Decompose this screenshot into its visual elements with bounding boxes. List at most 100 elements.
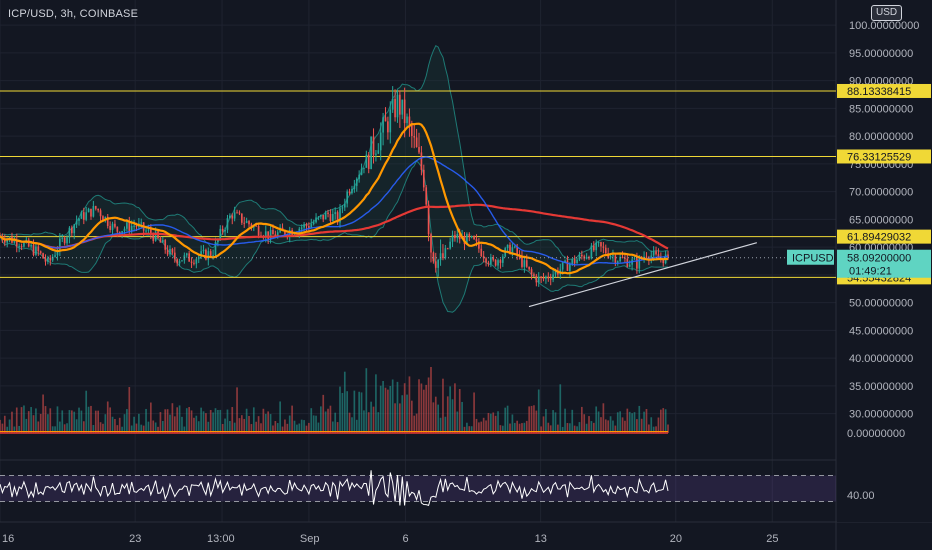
volume-bar: [363, 410, 365, 433]
volume-bar: [607, 420, 610, 433]
candle-body: [322, 214, 325, 220]
volume-bar: [233, 422, 236, 433]
volume-bar: [102, 423, 104, 433]
volume-bar: [315, 415, 317, 433]
candle-body: [90, 208, 92, 217]
candle-body: [537, 276, 540, 283]
volume-bar: [308, 422, 310, 433]
candle-body: [317, 216, 320, 218]
volume-bar: [434, 396, 437, 433]
candle-body: [171, 248, 174, 253]
volume-bar: [592, 422, 595, 433]
candle-body: [334, 212, 337, 215]
volume-bar: [394, 403, 396, 433]
price-tick-label: 100.00000000: [849, 20, 919, 32]
volume-bar: [97, 410, 100, 433]
candle-body: [114, 223, 116, 227]
volume-bar: [523, 422, 526, 433]
candle-body: [243, 222, 246, 224]
volume-bar: [439, 417, 442, 433]
candle-body: [329, 213, 332, 222]
volume-bar: [468, 426, 471, 433]
candle-body: [571, 259, 574, 264]
volume-bar: [193, 417, 195, 433]
candle-body: [573, 259, 576, 264]
candle-body: [42, 253, 44, 259]
candle-body: [339, 208, 341, 223]
candle-body: [205, 249, 207, 260]
candle-body: [578, 254, 581, 260]
volume-bar: [92, 424, 95, 433]
volume-bar: [401, 395, 404, 433]
volume-bar: [370, 401, 372, 433]
volume-bar: [559, 384, 562, 433]
volume-bar: [185, 408, 188, 433]
candle-body: [123, 228, 126, 232]
volume-bar: [231, 407, 234, 433]
candle-body: [360, 168, 363, 175]
volume-bar: [300, 419, 303, 433]
volume-bar: [59, 421, 61, 433]
candle-body: [372, 136, 375, 155]
price-tick-label: 40.00000000: [849, 353, 913, 365]
volume-bar: [485, 420, 487, 433]
volume-bar: [238, 418, 241, 433]
candle-body: [391, 98, 394, 110]
volume-bar: [42, 394, 44, 433]
price-tick-label: 85.00000000: [849, 103, 913, 115]
candle-body: [566, 260, 569, 271]
candle-body: [310, 224, 313, 228]
candle-body: [336, 212, 339, 223]
candle-body: [355, 178, 358, 186]
volume-bar: [410, 400, 413, 433]
volume-bar: [245, 408, 248, 433]
candle-body: [181, 260, 183, 262]
candle-body: [164, 240, 167, 250]
candle-body: [331, 214, 334, 222]
candle-body: [219, 228, 222, 239]
volume-bar: [109, 407, 111, 433]
candle-body: [549, 278, 552, 280]
candle-body: [116, 226, 119, 232]
volume-bar: [557, 424, 559, 433]
candle-body: [458, 234, 461, 240]
candle-body: [78, 218, 80, 221]
volume-bar: [387, 389, 389, 433]
volume-bar: [547, 422, 550, 433]
candle-body: [264, 231, 267, 238]
candle-body: [188, 253, 190, 262]
volume-bar: [365, 368, 368, 433]
volume-bar: [475, 418, 478, 433]
volume-bar: [240, 415, 243, 433]
candle-body: [231, 215, 234, 219]
symbol-title[interactable]: ICP/USD, 3h, COINBASE: [8, 8, 139, 20]
volume-bar: [286, 423, 289, 433]
volume-bar: [415, 413, 418, 433]
candle-body: [51, 256, 54, 261]
candle-body: [6, 239, 9, 243]
candle-body: [487, 262, 490, 264]
bollinger-bands: [0, 44, 669, 313]
candle-body: [497, 260, 499, 266]
level-price-tag: [837, 83, 931, 98]
candle-body: [272, 229, 274, 235]
candle-body: [305, 224, 308, 227]
volume-bar: [525, 420, 528, 433]
level-price-label: 76.33125529: [847, 151, 911, 163]
candle-body: [23, 242, 25, 247]
candle-body: [521, 255, 523, 267]
candle-body: [233, 212, 236, 219]
candle-body: [49, 257, 52, 261]
volume-bar: [75, 419, 78, 433]
candle-body: [482, 256, 485, 259]
candle-body: [592, 245, 595, 251]
volume-bar: [461, 401, 463, 433]
candle-body: [320, 214, 322, 217]
volume-bar: [576, 426, 578, 433]
volume-bar: [130, 425, 133, 433]
currency-badge[interactable]: USD: [871, 5, 903, 21]
candle-body: [387, 121, 389, 133]
volume-bar: [212, 412, 214, 433]
level-price-label: 61.89429032: [847, 232, 911, 244]
